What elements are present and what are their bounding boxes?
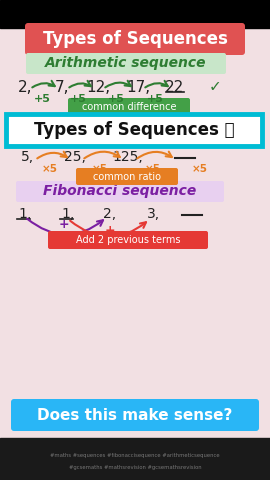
Text: common difference: common difference — [82, 101, 176, 111]
Text: +5: +5 — [33, 94, 50, 104]
Text: 12,: 12, — [86, 80, 110, 95]
Text: ×5: ×5 — [145, 164, 161, 174]
Text: Add 2 previous terms: Add 2 previous terms — [76, 235, 180, 245]
Text: 7,: 7, — [55, 80, 69, 95]
Text: Types of Sequences ✅: Types of Sequences ✅ — [34, 121, 234, 139]
FancyBboxPatch shape — [25, 23, 245, 55]
Text: 5,: 5, — [21, 150, 35, 164]
Text: +: + — [105, 225, 115, 238]
Text: 2,: 2, — [18, 80, 32, 95]
Text: 25,: 25, — [64, 150, 86, 164]
FancyBboxPatch shape — [6, 114, 262, 146]
Text: +: + — [59, 218, 69, 231]
FancyBboxPatch shape — [11, 399, 259, 431]
Text: 125,: 125, — [113, 150, 143, 164]
Text: Fibonacci sequence: Fibonacci sequence — [43, 184, 197, 199]
Text: ×5: ×5 — [192, 164, 208, 174]
Text: Types of Sequences: Types of Sequences — [43, 30, 227, 48]
FancyBboxPatch shape — [16, 181, 224, 202]
Text: 2,: 2, — [103, 207, 117, 221]
FancyBboxPatch shape — [68, 98, 190, 115]
Text: +5: +5 — [107, 94, 124, 104]
Text: #maths #sequences #fibonaccisequence #arithmeticsequence: #maths #sequences #fibonaccisequence #ar… — [50, 454, 220, 458]
Text: #gcsemaths #mathsrevision #gcsemathsrevision: #gcsemaths #mathsrevision #gcsemathsrevi… — [69, 465, 201, 469]
Text: 17,: 17, — [126, 80, 150, 95]
Text: 3,: 3, — [146, 207, 160, 221]
Text: Does this make sense?: Does this make sense? — [37, 408, 233, 422]
Text: +5: +5 — [147, 94, 163, 104]
Text: +5: +5 — [70, 94, 86, 104]
Text: ✓: ✓ — [209, 80, 221, 95]
FancyBboxPatch shape — [76, 168, 178, 185]
Bar — [0, 0, 270, 28]
Bar — [0, 438, 270, 480]
Text: 22: 22 — [165, 80, 185, 95]
FancyBboxPatch shape — [48, 231, 208, 249]
Text: Arithmetic sequence: Arithmetic sequence — [45, 57, 207, 71]
Text: ×5: ×5 — [42, 164, 58, 174]
Text: common ratio: common ratio — [93, 171, 161, 181]
FancyBboxPatch shape — [26, 53, 226, 74]
Text: 1,: 1, — [18, 207, 32, 221]
Text: ×5: ×5 — [92, 164, 108, 174]
Text: 1,: 1, — [61, 207, 75, 221]
